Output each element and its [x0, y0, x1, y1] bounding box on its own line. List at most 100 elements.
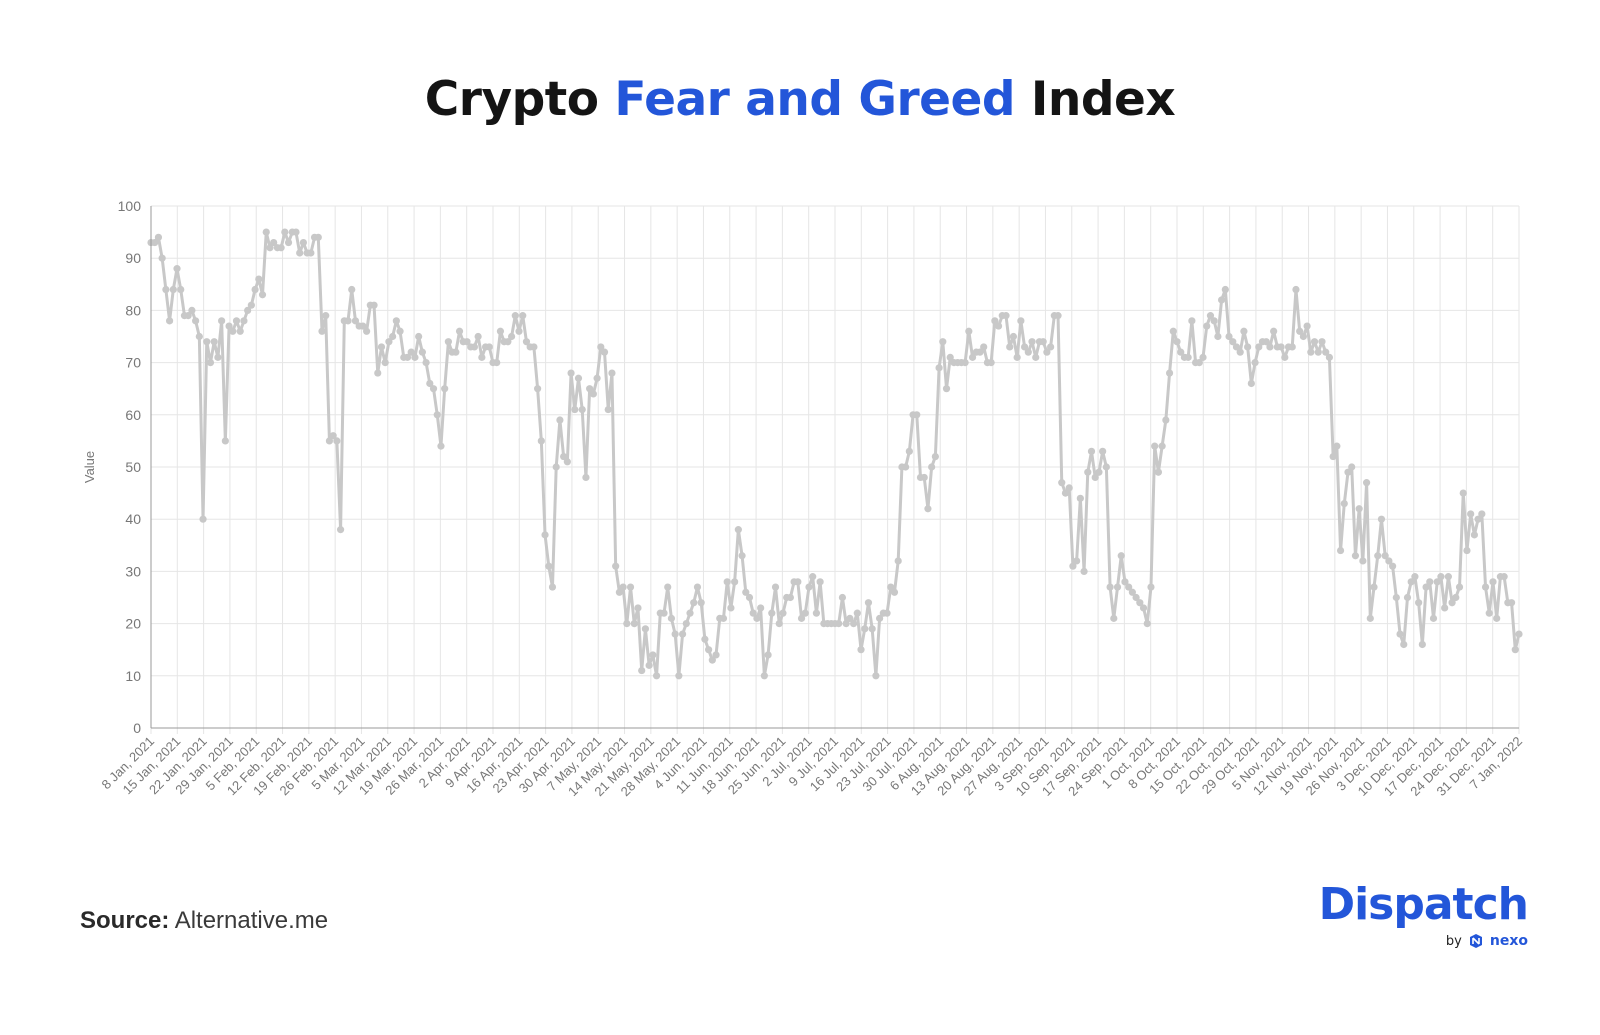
data-point: [1325, 353, 1334, 361]
data-point: [1218, 296, 1226, 304]
data-point: [872, 672, 880, 680]
data-point: [1158, 442, 1166, 450]
data-point: [1370, 583, 1378, 591]
data-point: [1002, 312, 1010, 320]
data-point: [192, 317, 200, 325]
data-point: [634, 604, 642, 612]
data-point: [994, 322, 1003, 330]
data-point: [563, 458, 571, 466]
data-point: [723, 578, 731, 586]
data-point: [838, 593, 847, 602]
data-point: [924, 505, 932, 513]
data-point: [1139, 604, 1148, 612]
data-point: [1054, 312, 1062, 320]
data-point: [1195, 359, 1203, 367]
data-point: [1288, 343, 1296, 351]
data-point: [1381, 552, 1389, 560]
data-point: [608, 369, 616, 377]
data-point: [534, 385, 542, 393]
data-point: [1396, 630, 1404, 638]
data-point: [1095, 468, 1103, 476]
data-point: [1058, 479, 1066, 487]
data-point: [749, 609, 757, 617]
data-point: [370, 301, 378, 309]
data-point: [556, 416, 564, 424]
y-tick-label: 100: [118, 198, 142, 214]
data-point: [771, 583, 780, 591]
data-point: [597, 343, 605, 351]
data-point: [314, 233, 322, 241]
data-point: [385, 338, 393, 346]
y-tick-labels: 0 10 20 30 40 50 60 70 80 90 100: [118, 198, 142, 736]
data-point: [1121, 578, 1129, 586]
data-point: [1322, 348, 1330, 356]
data-point: [325, 437, 334, 445]
y-tick-label: 40: [125, 511, 141, 527]
data-point: [894, 557, 902, 565]
data-point: [753, 614, 761, 622]
data-point: [1236, 348, 1244, 356]
data-point: [1247, 379, 1255, 388]
data-point: [980, 343, 988, 351]
data-point: [537, 437, 545, 445]
data-point: [1418, 640, 1426, 649]
data-point: [1184, 353, 1192, 361]
data-point: [1292, 285, 1300, 294]
data-point: [1362, 479, 1371, 487]
data-point: [745, 593, 754, 602]
data-point: [864, 599, 873, 607]
data-point: [920, 473, 928, 482]
data-point: [307, 249, 315, 257]
data-point: [1262, 338, 1270, 346]
data-point: [768, 609, 776, 617]
data-point: [1507, 599, 1516, 607]
data-point: [626, 583, 635, 591]
data-point: [1017, 317, 1025, 325]
data-point: [1448, 599, 1456, 607]
y-tick-label: 10: [125, 668, 141, 684]
data-point: [1188, 317, 1196, 325]
data-point: [1270, 327, 1278, 335]
data-point: [1244, 343, 1252, 351]
data-point: [507, 332, 516, 341]
data-point: [876, 614, 884, 622]
data-point: [1102, 463, 1110, 471]
data-point: [682, 620, 690, 628]
data-point: [1500, 573, 1508, 581]
data-point: [786, 593, 794, 602]
data-point: [686, 609, 694, 617]
data-point: [1515, 630, 1523, 638]
data-point: [619, 583, 627, 591]
data-point: [1348, 463, 1356, 471]
data-point: [206, 359, 215, 367]
data-point: [1136, 599, 1144, 607]
data-point: [318, 327, 326, 335]
data-point: [1333, 442, 1341, 450]
data-point: [1511, 646, 1519, 654]
data-point: [965, 327, 973, 335]
data-point: [928, 463, 936, 471]
data-point: [258, 291, 267, 299]
data-point: [701, 635, 709, 643]
data-point: [426, 379, 434, 388]
data-point: [511, 312, 519, 320]
data-point: [1389, 562, 1397, 570]
data-point: [664, 583, 672, 591]
data-point: [1061, 489, 1070, 497]
data-point: [794, 578, 802, 586]
data-point: [1303, 322, 1311, 330]
data-point: [968, 353, 977, 361]
data-point: [377, 343, 386, 351]
data-point: [251, 285, 259, 294]
data-point: [188, 306, 196, 314]
source-text: Alternative.me: [174, 907, 329, 934]
data-point: [883, 609, 891, 617]
y-tick-label: 80: [125, 302, 141, 318]
data-point: [567, 369, 575, 377]
data-point: [284, 238, 293, 247]
data-point: [1206, 312, 1215, 320]
data-point: [779, 609, 787, 617]
data-point: [336, 526, 345, 534]
data-point: [429, 385, 438, 393]
